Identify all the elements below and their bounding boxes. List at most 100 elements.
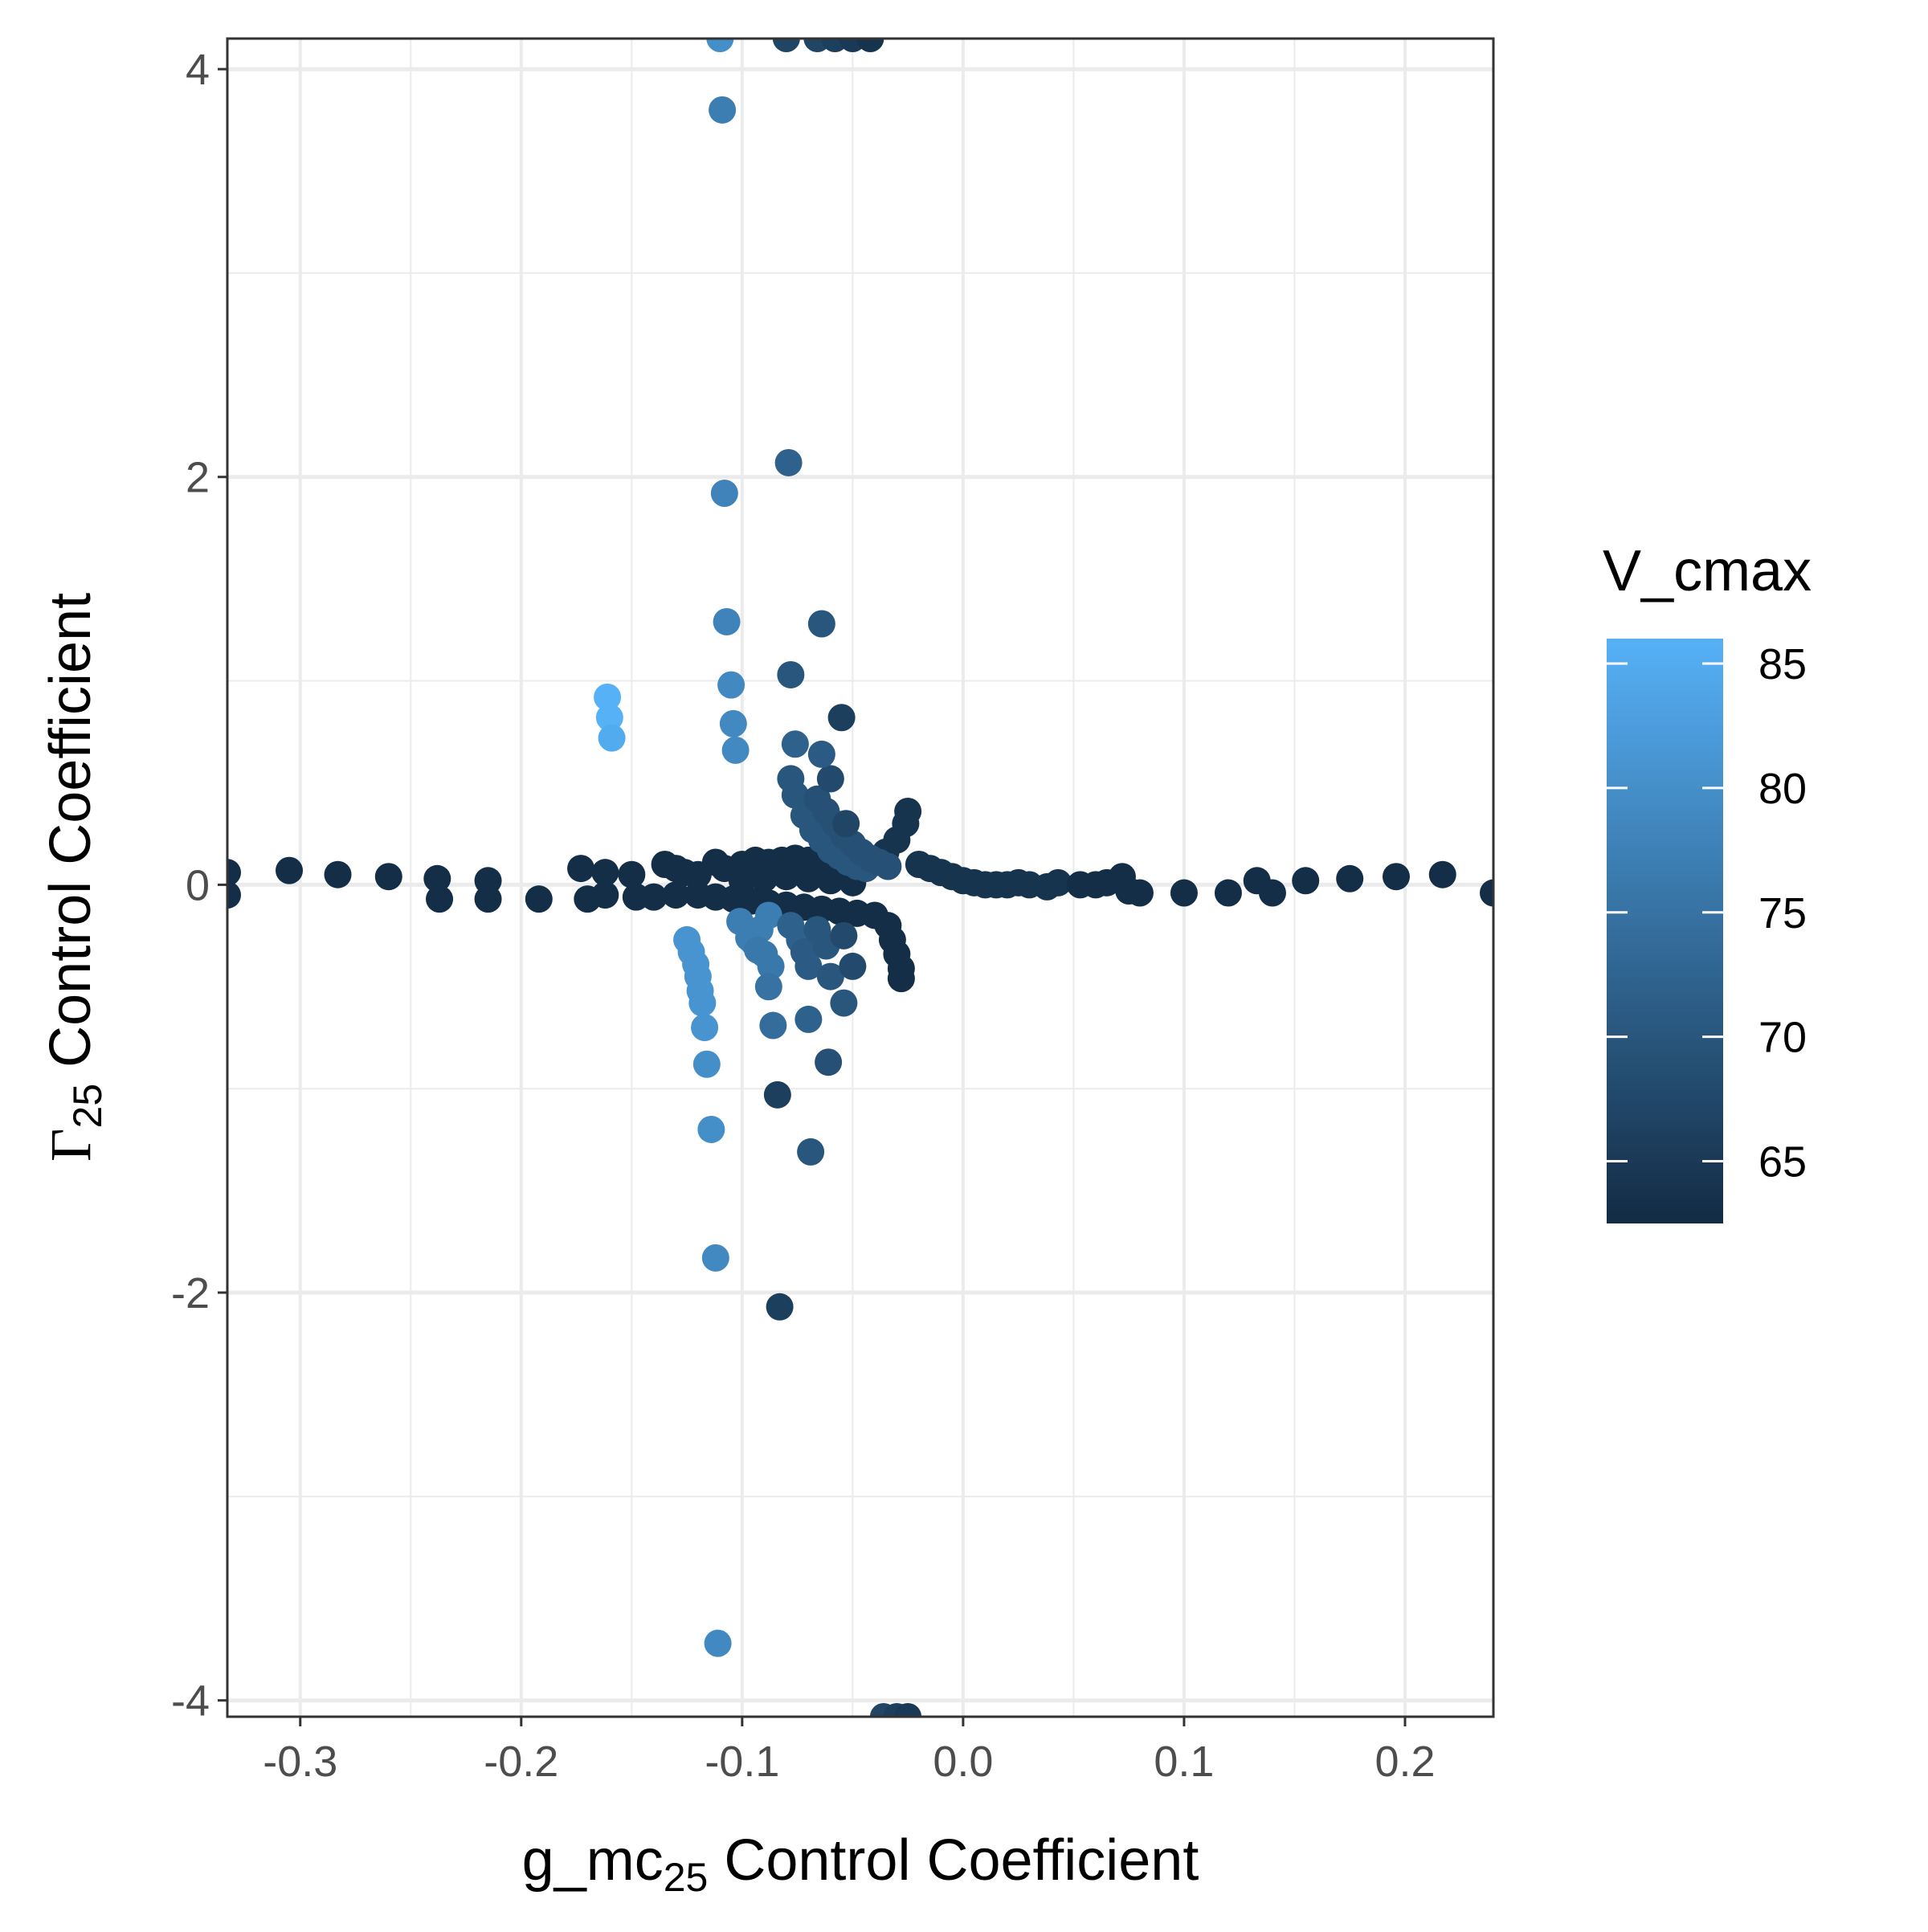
data-point bbox=[595, 704, 623, 732]
x-axis-title-subscript: 25 bbox=[664, 1855, 709, 1900]
data-point bbox=[691, 1014, 719, 1042]
data-point bbox=[474, 885, 502, 913]
data-point bbox=[807, 610, 835, 638]
x-tick-label: -0.2 bbox=[484, 1738, 558, 1786]
data-point bbox=[839, 952, 867, 980]
data-point bbox=[781, 730, 809, 758]
data-point bbox=[794, 864, 823, 892]
data-point bbox=[887, 965, 915, 993]
data-point bbox=[710, 480, 738, 508]
data-point bbox=[816, 962, 844, 991]
data-point bbox=[276, 856, 304, 884]
y-tick-label: 0 bbox=[186, 861, 210, 909]
data-point bbox=[1214, 879, 1242, 907]
data-point bbox=[423, 864, 451, 892]
data-point bbox=[426, 885, 454, 913]
data-point bbox=[807, 740, 835, 768]
data-point bbox=[830, 989, 858, 1017]
data-point bbox=[697, 1115, 725, 1143]
data-point bbox=[781, 781, 809, 809]
data-point bbox=[794, 952, 823, 980]
y-tick-label: 2 bbox=[186, 454, 210, 502]
data-point bbox=[1258, 879, 1286, 907]
legend-ticks: 65 70 75 80 85 bbox=[1607, 640, 1807, 1187]
y-axis-ticks: -4 -2 0 2 4 bbox=[171, 46, 227, 1726]
data-point bbox=[816, 765, 844, 793]
data-point bbox=[598, 724, 626, 752]
data-point bbox=[594, 683, 622, 711]
data-point bbox=[1480, 879, 1493, 907]
data-point bbox=[794, 1005, 823, 1033]
data-point bbox=[830, 921, 858, 950]
data-point bbox=[759, 1011, 787, 1040]
data-point bbox=[525, 885, 553, 913]
data-point bbox=[721, 736, 750, 764]
data-point bbox=[591, 859, 619, 887]
data-point bbox=[227, 859, 241, 887]
data-point bbox=[766, 1293, 794, 1321]
x-tick-label: -0.1 bbox=[705, 1738, 779, 1786]
data-point bbox=[754, 973, 782, 1001]
data-point bbox=[797, 1138, 825, 1166]
data-point bbox=[832, 810, 860, 838]
data-point bbox=[772, 863, 800, 891]
data-point bbox=[1336, 864, 1364, 892]
data-point bbox=[1428, 860, 1456, 888]
data-point bbox=[772, 39, 800, 52]
data-point bbox=[827, 704, 856, 732]
data-point bbox=[894, 798, 922, 826]
legend-tick-label: 75 bbox=[1758, 889, 1807, 937]
data-point bbox=[874, 852, 902, 880]
data-point bbox=[777, 660, 805, 688]
data-point bbox=[704, 1629, 732, 1657]
data-point bbox=[324, 860, 352, 888]
legend-tick-label: 70 bbox=[1758, 1014, 1807, 1062]
data-point bbox=[591, 881, 619, 909]
data-point bbox=[816, 867, 844, 895]
legend-tick-label: 80 bbox=[1758, 765, 1807, 813]
data-point bbox=[706, 39, 734, 52]
y-tick-label: -4 bbox=[171, 1677, 210, 1726]
data-point bbox=[692, 1050, 721, 1078]
data-point bbox=[227, 881, 241, 909]
data-point bbox=[1170, 879, 1198, 907]
y-axis-title: Γ25 Control Coefficient bbox=[39, 593, 110, 1162]
data-point bbox=[713, 607, 741, 635]
data-point bbox=[856, 39, 884, 52]
data-point bbox=[567, 855, 595, 883]
x-axis-title-main: g_mc bbox=[522, 1828, 664, 1893]
x-tick-label: 0.1 bbox=[1154, 1738, 1214, 1786]
legend-title: V_cmax bbox=[1603, 539, 1812, 603]
y-axis-title-rest: Control Coefficient bbox=[39, 593, 103, 1084]
data-point bbox=[662, 881, 690, 909]
legend: V_cmax 65 70 75 80 85 bbox=[1603, 539, 1812, 1223]
data-point bbox=[717, 671, 745, 699]
data-points bbox=[227, 39, 1493, 1717]
y-axis-title-subscript: 25 bbox=[65, 1084, 110, 1129]
data-point bbox=[1382, 863, 1410, 891]
plot-panel-border bbox=[226, 37, 1495, 1718]
data-point bbox=[763, 1080, 791, 1109]
data-point bbox=[701, 1244, 729, 1272]
data-point bbox=[688, 989, 717, 1017]
data-point bbox=[719, 709, 747, 737]
data-point bbox=[639, 883, 668, 911]
x-tick-label: -0.3 bbox=[263, 1738, 337, 1786]
data-point bbox=[728, 867, 756, 895]
legend-tick-label: 65 bbox=[1758, 1138, 1807, 1187]
data-point bbox=[815, 1048, 843, 1076]
x-axis-ticks: -0.3 -0.2 -0.1 0.0 0.1 0.2 bbox=[263, 1717, 1436, 1786]
data-point bbox=[774, 448, 803, 476]
data-point bbox=[744, 936, 772, 964]
data-point bbox=[1125, 879, 1154, 907]
data-point bbox=[1044, 868, 1072, 897]
x-axis-title: g_mc25 Control Coefficient bbox=[522, 1828, 1199, 1900]
y-tick-label: 4 bbox=[186, 46, 210, 94]
x-tick-label: 0.2 bbox=[1375, 1738, 1435, 1786]
data-point bbox=[618, 860, 646, 888]
x-tick-label: 0.0 bbox=[933, 1738, 993, 1786]
data-point bbox=[709, 96, 737, 124]
data-point bbox=[750, 864, 778, 892]
